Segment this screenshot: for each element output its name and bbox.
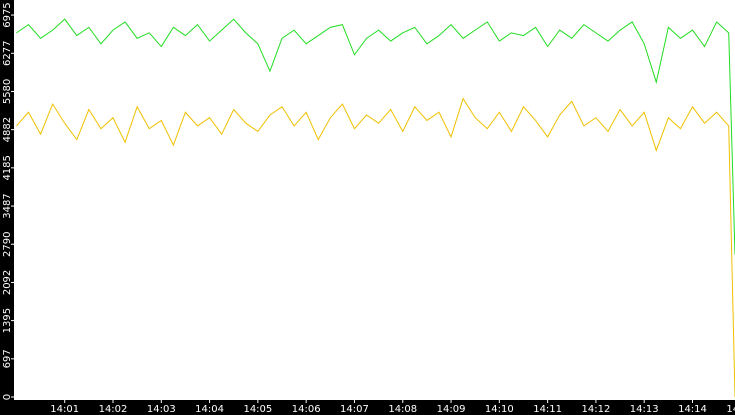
x-tick-label: 14:09 bbox=[437, 404, 466, 415]
y-tick-label: 6277 bbox=[2, 41, 13, 66]
x-tick-label: 14:14 bbox=[678, 404, 707, 415]
y-tick-label: 4882 bbox=[2, 117, 13, 142]
x-tick-label: 14:06 bbox=[292, 404, 321, 415]
series-line bbox=[16, 97, 735, 398]
x-tick-label: 14:11 bbox=[533, 404, 562, 415]
x-tick-label: 14:10 bbox=[485, 404, 514, 415]
y-tick-label: 3487 bbox=[2, 193, 13, 218]
x-tick-label: 14:08 bbox=[388, 404, 417, 415]
x-axis-strip bbox=[0, 400, 735, 415]
series-line bbox=[16, 18, 735, 255]
x-tick-label: 14:15 bbox=[726, 404, 735, 415]
y-tick-label: 5580 bbox=[2, 79, 13, 104]
x-tick-label: 14:02 bbox=[99, 404, 128, 415]
y-tick-label: 2790 bbox=[2, 231, 13, 256]
y-tick-label: 2092 bbox=[2, 270, 13, 295]
y-tick-label: 1395 bbox=[2, 308, 13, 333]
x-tick-label: 14:03 bbox=[147, 404, 176, 415]
x-tick-label: 14:05 bbox=[243, 404, 272, 415]
x-tick-label: 14:01 bbox=[50, 404, 79, 415]
y-axis-strip bbox=[0, 0, 14, 415]
x-tick-label: 14:13 bbox=[630, 404, 659, 415]
y-tick-label: 697 bbox=[2, 349, 13, 368]
x-tick-label: 14:07 bbox=[340, 404, 369, 415]
y-tick-label: 6975 bbox=[2, 2, 13, 27]
y-tick-label: 4185 bbox=[2, 155, 13, 180]
x-tick-label: 14:12 bbox=[582, 404, 611, 415]
x-tick-label: 14:04 bbox=[195, 404, 224, 415]
y-tick-label: 0 bbox=[2, 394, 13, 400]
